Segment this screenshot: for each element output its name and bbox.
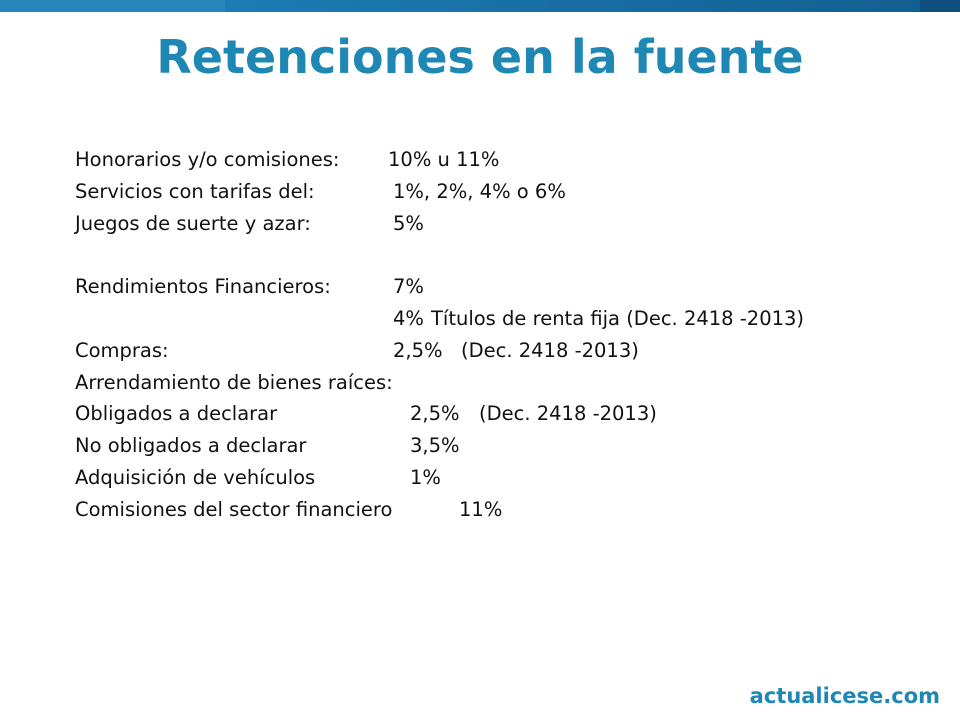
row-honorarios: Honorarios y/o comisiones: 10% u 11%: [75, 144, 935, 176]
row-label: Obligados a declarar: [75, 402, 278, 426]
row-value: 2,5%: [393, 338, 443, 362]
row-rendimientos: Rendimientos Financieros: 7%: [75, 271, 935, 303]
row-value: 3,5%: [410, 434, 460, 458]
row-titulos-renta-fija: 4% Títulos de renta fija (Dec. 2418 -201…: [75, 303, 935, 335]
top-bar-segment-middle: [225, 0, 920, 12]
row-value: 11%: [459, 497, 503, 521]
row-value: 1%: [410, 465, 441, 489]
row-no-obligados: No obligados a declarar 3,5%: [75, 430, 935, 462]
row-note: Títulos de renta fija (Dec. 2418 -2013): [431, 306, 805, 330]
actualicese-logo: actualicese.com: [749, 684, 940, 708]
top-bar-segment-right: [920, 0, 960, 12]
row-servicios: Servicios con tarifas del: 1%, 2%, 4% o …: [75, 176, 935, 208]
row-label: Juegos de suerte y azar:: [75, 211, 311, 235]
row-label: Rendimientos Financieros:: [75, 275, 331, 299]
row-note: (Dec. 2418 -2013): [461, 338, 639, 362]
row-blank: [75, 239, 935, 271]
row-value: 10% u 11%: [388, 148, 500, 171]
row-value: 4%: [393, 306, 424, 330]
row-note: (Dec. 2418 -2013): [479, 402, 657, 426]
row-compras: Compras: 2,5% (Dec. 2418 -2013): [75, 335, 935, 367]
row-label: Comisiones del sector financiero: [75, 497, 393, 521]
row-label: Adquisición de vehículos: [75, 465, 316, 489]
top-bar-segment-left: [0, 0, 225, 12]
row-juegos: Juegos de suerte y azar: 5%: [75, 208, 935, 240]
row-label: Compras:: [75, 338, 169, 362]
top-accent-bar: [0, 0, 960, 12]
row-arrendamiento: Arrendamiento de bienes raíces:: [75, 367, 935, 399]
row-value: 5%: [393, 211, 424, 235]
row-label: No obligados a declarar: [75, 434, 307, 458]
row-obligados: Obligados a declarar 2,5% (Dec. 2418 -20…: [75, 398, 935, 430]
slide-title: Retenciones en la fuente: [156, 30, 804, 84]
row-vehiculos: Adquisición de vehículos 1%: [75, 462, 935, 494]
row-comisiones-financiero: Comisiones del sector financiero 11%: [75, 494, 935, 526]
row-value: 7%: [393, 275, 424, 299]
row-label: Honorarios y/o comisiones:: [75, 148, 340, 171]
row-value: 2,5%: [410, 402, 460, 426]
row-value: 1%, 2%, 4% o 6%: [393, 179, 566, 203]
slide-body: Honorarios y/o comisiones: 10% u 11% Ser…: [75, 144, 935, 526]
row-label: Arrendamiento de bienes raíces:: [75, 370, 393, 394]
row-label: Servicios con tarifas del:: [75, 179, 315, 203]
